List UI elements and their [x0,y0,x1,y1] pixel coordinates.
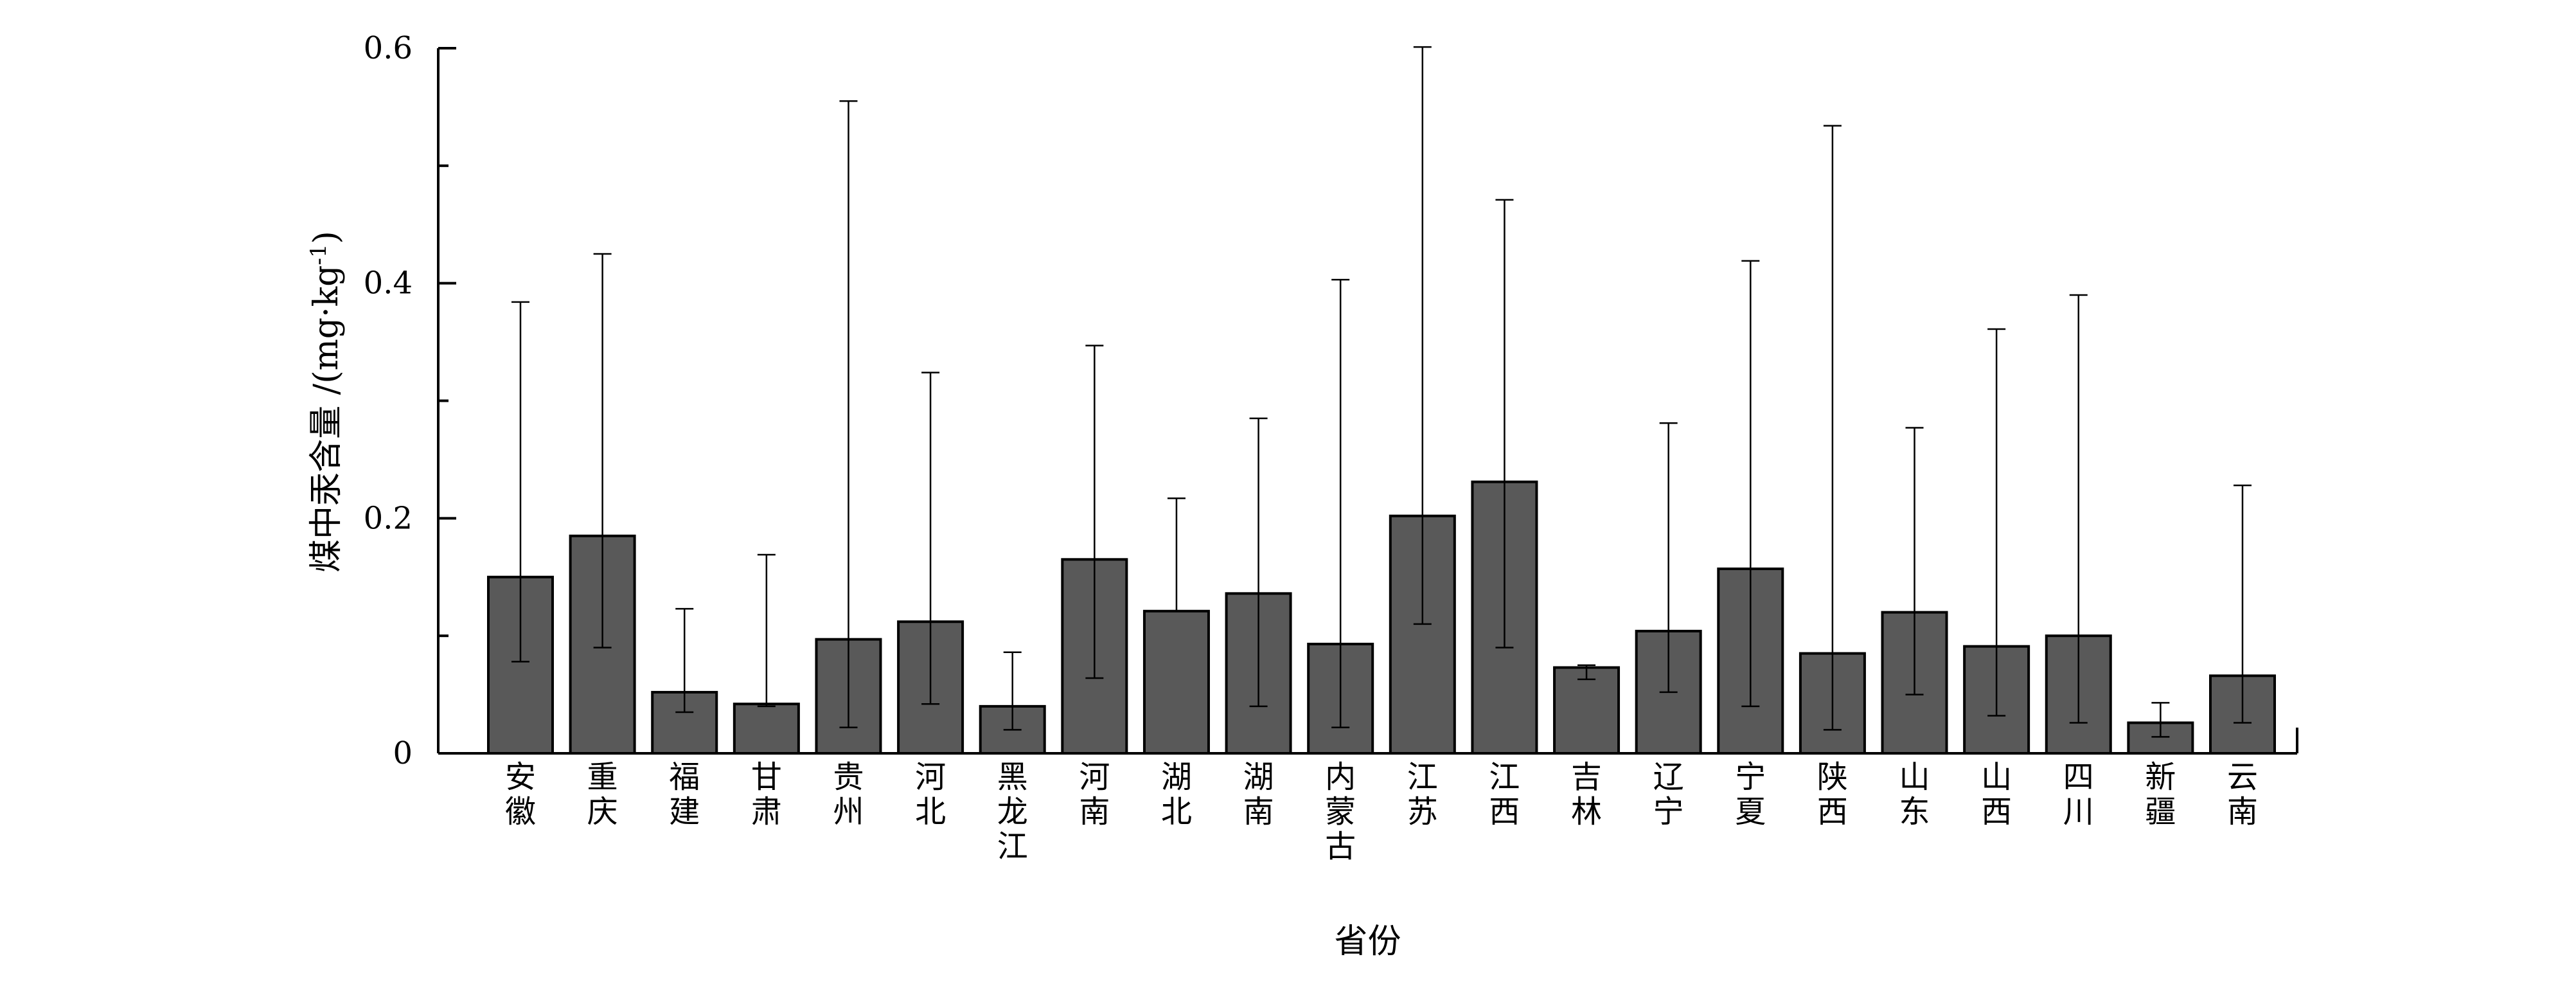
x-category-label: 甘肃 [751,759,782,830]
x-category-label: 内蒙古 [1325,759,1356,865]
y-tick-label: 0 [393,735,413,771]
x-category-label: 陕西 [1817,759,1848,830]
x-axis-title: 省份 [1334,922,1401,961]
error-bars-group [511,46,2252,738]
x-category-label: 辽宁 [1653,759,1684,830]
y-axis-title-main: 煤中汞含量 /(mg·kg [307,265,346,573]
x-category-label: 江苏 [1407,759,1438,830]
y-tick-label: 0.4 [364,265,413,301]
x-category-label: 湖北 [1161,759,1192,830]
x-category-label: 湖南 [1243,759,1274,830]
x-category-label: 河北 [915,759,946,830]
y-axis-title-end: ) [307,231,346,244]
x-category-label: 贵州 [833,759,864,830]
x-category-label: 江西 [1489,759,1520,830]
x-category-label: 河南 [1079,759,1110,830]
y-axis-title: 煤中汞含量 /(mg·kg-1) [306,231,346,573]
bar [1142,609,1210,755]
x-category-label: 云南 [2227,759,2258,830]
x-category-label: 新疆 [2145,759,2176,830]
y-ticks-group: 0 0.2 0.4 0.6 [364,30,456,771]
y-tick-label: 0.2 [364,500,413,536]
x-category-label: 宁夏 [1735,759,1766,830]
y-tick-label: 0.6 [364,30,413,66]
x-category-label: 重庆 [587,759,618,830]
x-category-label: 福建 [669,759,700,830]
bar [1553,666,1621,755]
y-axis-title-superscript: -1 [306,244,332,265]
x-category-label: 山西 [1981,759,2012,830]
x-category-label: 黑龙江 [997,759,1028,865]
bars-group [487,480,2276,755]
x-category-label: 山东 [1899,759,1930,830]
bar [733,703,800,755]
x-category-label: 安徽 [505,759,536,830]
x-category-label: 吉林 [1571,759,1602,830]
x-category-label: 四川 [2063,759,2094,830]
